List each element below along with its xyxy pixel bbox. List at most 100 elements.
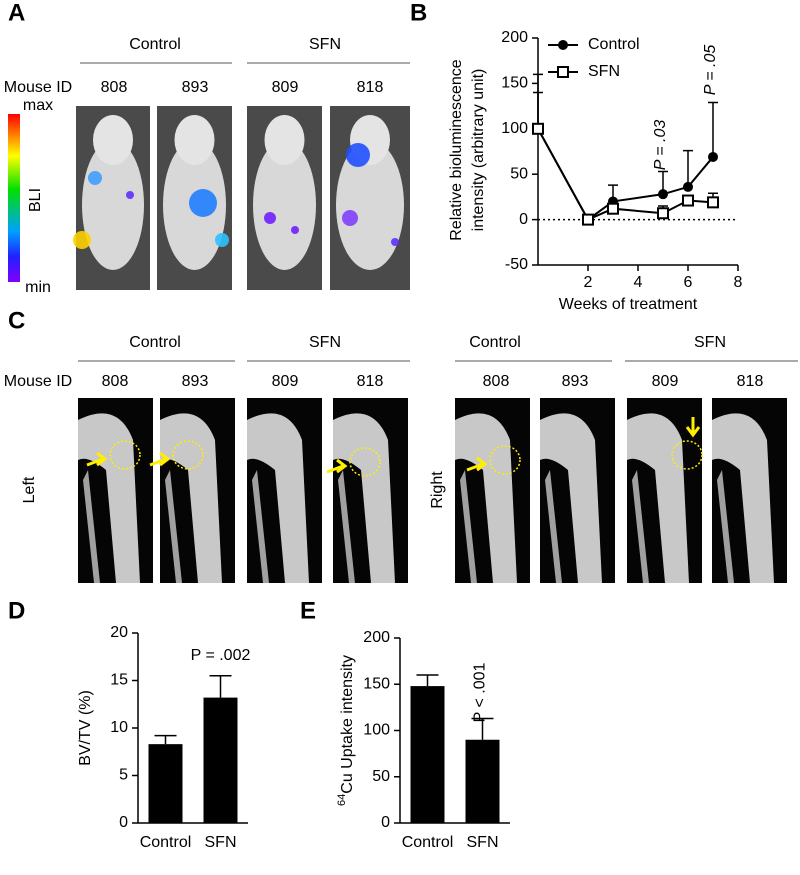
marker <box>582 213 594 226</box>
error-bar <box>154 734 177 745</box>
scale-min: min <box>25 279 51 296</box>
y-tick-label: 10 <box>110 719 128 736</box>
signal <box>189 189 217 217</box>
error-bar <box>209 675 232 698</box>
highlight-circle <box>109 440 141 470</box>
bone <box>540 413 602 583</box>
y-tick-label: 20 <box>110 624 128 641</box>
y-axis-label: Cu Uptake intensity <box>339 655 356 794</box>
mouse-id: 893 <box>182 373 209 390</box>
x-tick-label: SFN <box>205 834 237 851</box>
y-tick-label: 5 <box>119 767 128 784</box>
mouse-id: 818 <box>357 79 384 96</box>
highlight-circle <box>349 447 381 477</box>
mouse-id: 818 <box>357 373 384 390</box>
highlight-circle <box>671 440 703 470</box>
marker <box>707 196 719 209</box>
marker <box>532 122 544 135</box>
mouse-head <box>93 115 133 165</box>
y-axis-label: Relative bioluminescence <box>448 59 465 241</box>
annotation: P = .05 <box>702 45 719 96</box>
mouse-head <box>264 115 305 165</box>
mouse-body <box>253 140 316 270</box>
error-bar <box>683 149 693 187</box>
bone <box>333 413 395 583</box>
mouse-body <box>336 140 404 270</box>
bone <box>455 413 517 583</box>
y-tick-label: 0 <box>119 814 128 831</box>
signal <box>88 171 102 185</box>
id-label: Mouse ID <box>4 79 72 96</box>
bone <box>165 470 182 583</box>
annotation: P = .03 <box>652 120 669 171</box>
highlight-circle <box>172 440 204 470</box>
group-label: SFN <box>309 36 341 53</box>
panel-label: D <box>8 597 25 624</box>
error-bar <box>708 101 718 157</box>
bone <box>627 413 689 583</box>
bone <box>545 470 562 583</box>
mouse-id: 808 <box>101 79 128 96</box>
bone-images <box>78 398 787 583</box>
annotation: P = .002 <box>191 647 251 664</box>
arrow <box>685 417 701 438</box>
y-tick-label: 150 <box>363 675 390 692</box>
bar <box>203 697 238 823</box>
panel-label: A <box>8 0 25 26</box>
legend-marker <box>558 40 568 50</box>
signal <box>73 231 91 249</box>
mouse-id: 893 <box>562 373 589 390</box>
y-axis-label: intensity (arbitrary unit) <box>470 69 487 232</box>
bone <box>632 470 649 583</box>
mouse-id: 818 <box>737 373 764 390</box>
x-tick-label: 2 <box>584 274 593 291</box>
bone <box>460 470 477 583</box>
marker <box>683 181 693 192</box>
marker <box>658 189 668 200</box>
y-tick-label: 100 <box>363 722 390 739</box>
y-axis-label: BV/TV (%) <box>77 690 94 766</box>
mouse-id: 808 <box>102 373 129 390</box>
signal <box>291 226 299 234</box>
id-label: Mouse ID <box>4 373 72 390</box>
bone <box>83 470 100 583</box>
highlight-circle <box>489 445 521 475</box>
group-label: Control <box>129 36 181 53</box>
marker <box>607 202 619 215</box>
bone <box>338 470 355 583</box>
side-label: Right <box>429 471 446 509</box>
signal <box>264 212 276 224</box>
y-tick-label: -50 <box>505 256 528 273</box>
group-label: Control <box>129 334 181 351</box>
annotation: P < .001 <box>472 662 489 722</box>
x-tick-label: SFN <box>467 834 499 851</box>
y-tick-label: 0 <box>381 814 390 831</box>
bone <box>252 470 269 583</box>
panel-label: C <box>8 307 25 334</box>
bar <box>148 744 183 823</box>
signal <box>391 238 399 246</box>
arrow <box>466 456 488 472</box>
arrow <box>149 451 171 467</box>
panel-label: B <box>410 0 427 26</box>
bar <box>410 686 445 823</box>
marker <box>708 151 718 162</box>
scale-max: max <box>23 97 53 114</box>
y-tick-label: 50 <box>372 768 390 785</box>
y-tick-label: 200 <box>501 29 528 46</box>
bone <box>247 413 309 583</box>
mouse-id: 809 <box>272 79 299 96</box>
y-axis-label-sup: 64 <box>336 794 348 806</box>
signal <box>126 191 134 199</box>
bone <box>717 470 734 583</box>
legend-label: SFN <box>588 63 620 80</box>
error-bar <box>416 674 439 687</box>
bar <box>465 739 500 823</box>
y-tick-label: 150 <box>501 75 528 92</box>
legend-label: Control <box>588 36 640 53</box>
x-tick-label: Control <box>140 834 192 851</box>
x-axis-label: Weeks of treatment <box>559 296 698 313</box>
error-bar <box>471 717 494 740</box>
group-label: Control <box>469 334 521 351</box>
